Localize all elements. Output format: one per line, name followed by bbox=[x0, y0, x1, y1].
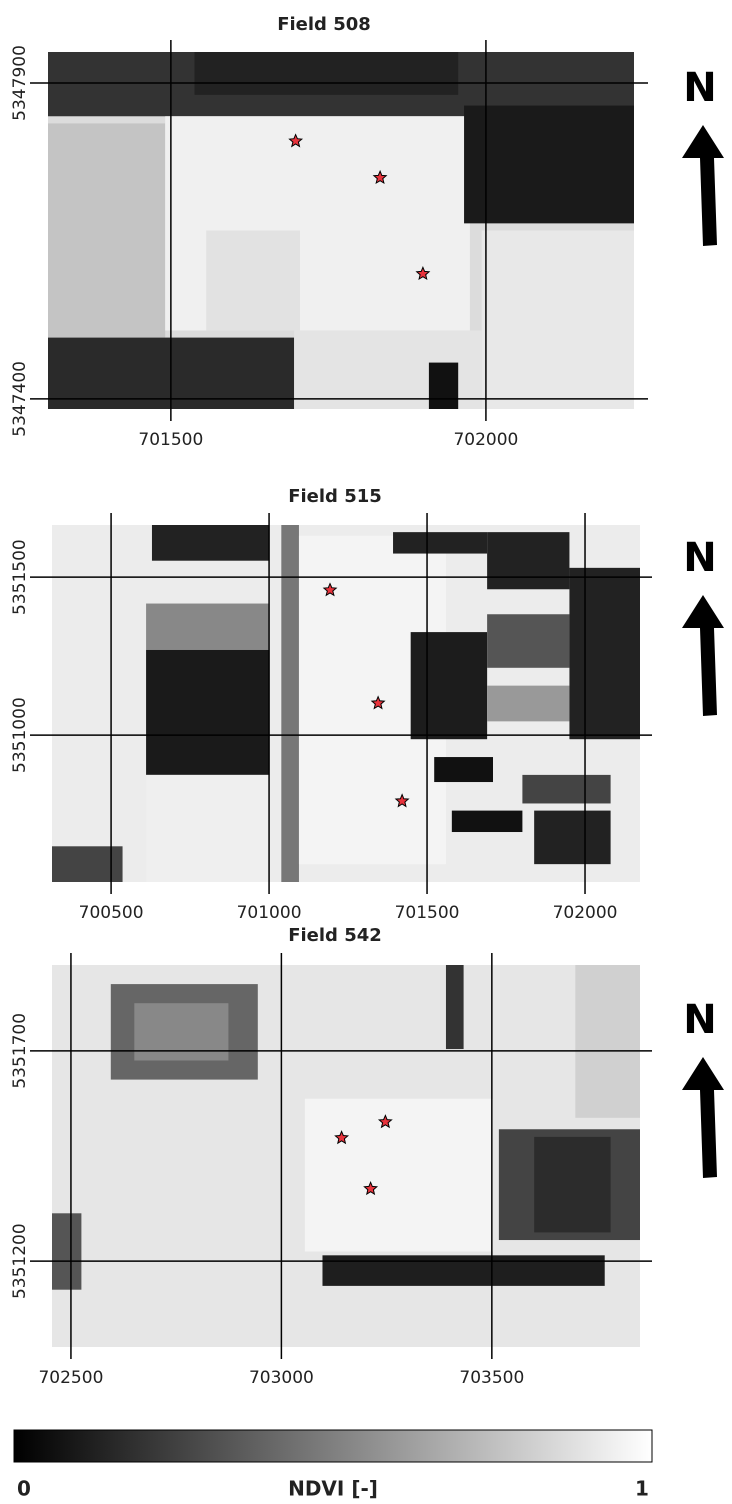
x-tick-label: 703000 bbox=[249, 1368, 314, 1388]
satellite-imagery bbox=[281, 525, 299, 882]
satellite-imagery bbox=[305, 1099, 493, 1252]
panel-title: Field 542 bbox=[288, 925, 382, 946]
north-arrow bbox=[682, 595, 724, 716]
colorbar-label: NDVI [-] bbox=[288, 1477, 378, 1501]
map-panel: Field 508 701500 702000 5347400 5347900 N bbox=[10, 14, 724, 450]
colorbar bbox=[14, 1430, 652, 1462]
satellite-imagery bbox=[487, 686, 569, 722]
north-label: N bbox=[683, 65, 716, 111]
x-tick-label: 701500 bbox=[395, 903, 460, 923]
satellite-imagery bbox=[134, 1003, 228, 1060]
satellite-imagery bbox=[487, 614, 569, 668]
map-panel: Field 515 700500 701000 701500 702000 5351000… bbox=[10, 486, 724, 923]
satellite-imagery bbox=[146, 650, 269, 775]
colorbar-tick-label: 1 bbox=[635, 1477, 649, 1501]
north-arrow bbox=[682, 125, 724, 246]
north-arrow bbox=[682, 1057, 724, 1178]
satellite-imagery bbox=[452, 811, 523, 832]
satellite-imagery bbox=[146, 604, 269, 650]
y-tick-label: 5351000 bbox=[10, 697, 30, 773]
satellite-imagery bbox=[152, 525, 270, 561]
satellite-imagery bbox=[534, 811, 610, 865]
panel-title: Field 515 bbox=[288, 486, 382, 507]
y-tick-label: 5351500 bbox=[10, 539, 30, 615]
satellite-imagery bbox=[464, 106, 634, 224]
satellite-imagery bbox=[429, 363, 458, 409]
satellite-imagery bbox=[322, 1255, 604, 1286]
satellite-imagery bbox=[434, 757, 493, 782]
satellite-imagery bbox=[575, 965, 640, 1118]
y-tick-label: 5351700 bbox=[10, 1013, 30, 1089]
y-tick-label: 5347400 bbox=[10, 361, 30, 437]
satellite-imagery bbox=[48, 123, 165, 337]
north-label: N bbox=[683, 997, 716, 1043]
satellite-imagery bbox=[52, 1213, 81, 1289]
satellite-imagery bbox=[146, 775, 269, 882]
satellite-imagery bbox=[522, 775, 610, 804]
satellite-imagery bbox=[195, 52, 459, 95]
satellite-imagery bbox=[569, 568, 640, 739]
x-tick-label: 700500 bbox=[79, 903, 144, 923]
figure: Field 50870150070200053474005347900NFiel… bbox=[0, 0, 732, 1504]
map-panel: Field 542 702500 703000 703500 5351200 535170… bbox=[10, 925, 724, 1388]
x-tick-label: 701000 bbox=[237, 903, 302, 923]
satellite-imagery bbox=[446, 965, 464, 1049]
y-tick-label: 5351200 bbox=[10, 1223, 30, 1299]
satellite-imagery bbox=[482, 231, 634, 410]
satellite-imagery bbox=[534, 1137, 610, 1233]
panel-title: Field 508 bbox=[277, 14, 371, 35]
x-tick-label: 702500 bbox=[38, 1368, 103, 1388]
satellite-imagery bbox=[393, 532, 487, 553]
north-label: N bbox=[683, 535, 716, 581]
satellite-imagery bbox=[52, 846, 123, 882]
colorbar-tick-label: 0 bbox=[17, 1477, 31, 1501]
satellite-imagery bbox=[487, 532, 569, 589]
x-tick-label: 701500 bbox=[138, 430, 203, 450]
x-tick-label: 702000 bbox=[553, 903, 618, 923]
x-tick-label: 702000 bbox=[453, 430, 518, 450]
y-tick-label: 5347900 bbox=[10, 45, 30, 121]
satellite-imagery bbox=[411, 632, 487, 739]
x-tick-label: 703500 bbox=[459, 1368, 524, 1388]
satellite-imagery bbox=[206, 231, 300, 331]
